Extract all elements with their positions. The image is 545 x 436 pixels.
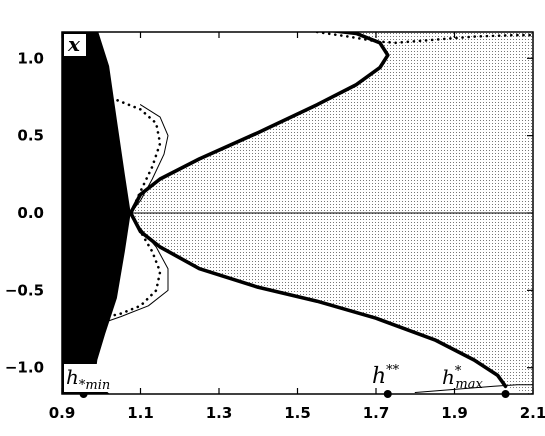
- series-line-7: [315, 32, 533, 45]
- svg-text:h**: h**: [372, 363, 400, 389]
- axis-marker-1: [383, 390, 392, 398]
- x-tick-label-0: 0.9: [49, 404, 76, 422]
- y-tick-labels: 1.0 0.5 0.0 −0.5 −1.0: [5, 49, 44, 376]
- h-max-sub: max: [455, 377, 483, 392]
- svg-text:h*min: h*min: [66, 365, 110, 393]
- markers-layer: [79, 390, 510, 398]
- h-min-base: h: [66, 365, 79, 389]
- h-max-sup: *: [455, 364, 462, 379]
- y-axis-label: x: [67, 32, 81, 56]
- y-tick-label-3: −0.5: [5, 281, 44, 299]
- x-tick-label-4: 1.7: [363, 404, 390, 422]
- plot-area: [62, 32, 533, 394]
- series-line-5: [92, 95, 162, 215]
- series-line-1: [128, 211, 508, 389]
- series-layer: [69, 32, 533, 393]
- h-min-sub: *min: [79, 378, 110, 393]
- annotation-h-starstar: h**: [372, 363, 400, 389]
- series-line-0: [128, 32, 390, 215]
- h-starstar-sup: **: [386, 363, 400, 378]
- svg-text:h*max: h* max: [442, 364, 483, 392]
- x-tick-label-2: 1.3: [206, 404, 233, 422]
- h-starstar-base: h: [372, 364, 386, 389]
- series-line-8: [414, 384, 533, 393]
- y-tick-label-0: 1.0: [17, 49, 44, 67]
- ticks-layer: [61, 32, 534, 394]
- annotation-h-min: h*min: [64, 364, 124, 393]
- annotation-x: x: [64, 32, 86, 56]
- series-line-6: [99, 211, 162, 320]
- annotation-h-max: h* max: [442, 364, 483, 392]
- x-tick-label-6: 2.1: [520, 404, 545, 422]
- x-tick-labels: 0.9 1.1 1.3 1.5 1.7 1.9 2.1: [49, 404, 545, 422]
- h-max-base: h: [442, 365, 455, 389]
- series-line-3: [130, 104, 169, 214]
- x-tick-label-5: 1.9: [441, 404, 468, 422]
- series-line-4: [89, 212, 169, 328]
- x-tick-label-1: 1.1: [127, 404, 154, 422]
- y-tick-label-2: 0.0: [17, 204, 44, 222]
- y-tick-label-4: −1.0: [5, 359, 44, 377]
- x-tick-label-3: 1.5: [284, 404, 311, 422]
- y-tick-label-1: 0.5: [17, 127, 44, 145]
- axis-marker-2: [501, 390, 510, 398]
